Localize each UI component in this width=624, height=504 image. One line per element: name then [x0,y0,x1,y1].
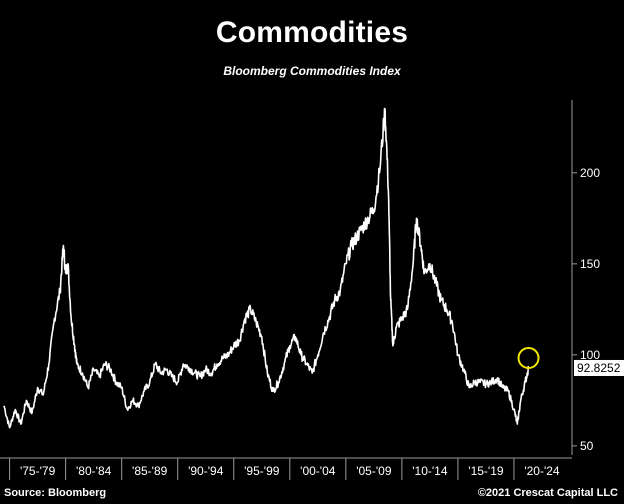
index-line [3,107,530,429]
y-tick-label: 100 [580,348,600,362]
x-tick-label: '10-'14 [412,464,448,478]
x-tick-label: '00-'04 [300,464,336,478]
x-tick-label: '95-'99 [244,464,280,478]
highlight-circle [517,346,540,369]
y-tick-label: 50 [580,439,594,453]
y-axis: 50 100 150 200 [571,100,600,455]
x-tick-label: '05-'09 [356,464,392,478]
chart-subtitle: Bloomberg Commodities Index [223,64,401,78]
y-tick-label: 200 [580,166,600,180]
y-tick-label: 150 [580,257,600,271]
x-tick-label: '80-'84 [76,464,112,478]
copyright-note: ©2021 Crescat Capital LLC [477,487,618,499]
source-note: Source: Bloomberg [4,487,107,499]
chart-title: Commodities [215,16,409,49]
x-tick-label: '90-'94 [188,464,224,478]
x-tick-label: '85-'89 [132,464,168,478]
x-tick-label: '20-'24 [524,464,560,478]
last-value-box [574,359,624,376]
x-axis: '75-'79 '80-'84 '85-'89 '90-'94 '95-'99 '00-'… [0,457,572,480]
last-value-text: 92.8252 [577,361,621,375]
last-value-label: 92.8252 [574,359,624,376]
x-tick-label: '75-'79 [20,464,56,478]
x-tick-label: '15-'19 [468,464,504,478]
